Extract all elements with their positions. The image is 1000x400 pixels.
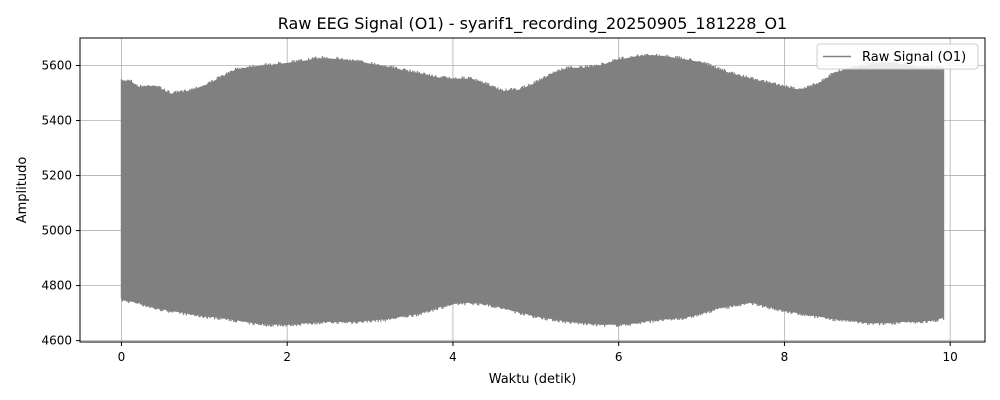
- x-tick-label: 8: [781, 350, 789, 364]
- plot-frame: [79, 37, 986, 343]
- y-tick-label: 5200: [41, 169, 72, 183]
- x-tick-label: 0: [118, 350, 126, 364]
- x-tick-label: 6: [615, 350, 623, 364]
- x-tick-label: 10: [943, 350, 958, 364]
- legend-label: Raw Signal (O1): [862, 50, 966, 65]
- series-band-0: [121, 55, 944, 325]
- y-tick-label: 5000: [41, 224, 72, 238]
- ticks: 0 2 4 6 8 10 4600 4800 5000 5200 5400 5600: [41, 59, 957, 364]
- y-tick-label: 5600: [41, 59, 72, 73]
- x-tick-label: 2: [283, 350, 291, 364]
- series-layer: [120, 53, 945, 327]
- y-tick-label: 5400: [41, 114, 72, 128]
- legend: Raw Signal (O1): [816, 43, 979, 70]
- y-axis-label: Amplitudo: [15, 157, 30, 224]
- y-tick-label: 4800: [41, 279, 72, 293]
- x-tick-label: 4: [449, 350, 457, 364]
- y-tick-label: 4600: [41, 334, 72, 348]
- chart-title: Raw EEG Signal (O1) - syarif1_recording_…: [278, 14, 787, 34]
- x-axis-label: Waktu (detik): [489, 372, 577, 387]
- legend-box: [816, 43, 979, 70]
